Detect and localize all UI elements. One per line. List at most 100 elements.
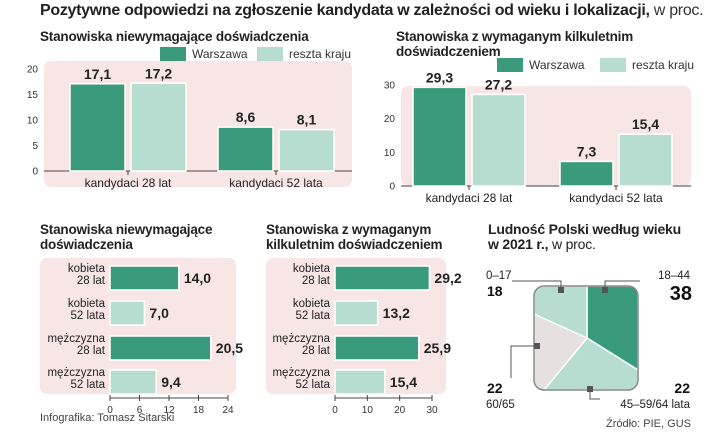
chart4-category-label: 52 lata	[295, 379, 330, 391]
chart2-legend-label: reszta kraju	[632, 58, 694, 72]
chart2-data-label: 27,2	[485, 76, 512, 92]
chart4-category-label: mężczyzna	[272, 367, 330, 379]
chart5-leader	[589, 389, 600, 400]
chart5-slice-value: 22	[487, 380, 503, 396]
chart5-title: Ludność Polski według wieku w 2021 r., w…	[488, 221, 681, 252]
chart3-xtick-label: 24	[222, 405, 234, 416]
chart2-data-label: 29,3	[426, 69, 453, 85]
chart1-data-label: 8,6	[236, 109, 256, 125]
chart3-category-label: 28 lat	[77, 345, 106, 357]
chart2-data-label: 7,3	[577, 143, 597, 159]
chart2-data-label: 15,4	[632, 116, 659, 132]
chart1-ytick-label: 20	[27, 65, 39, 76]
chart1-legend-swatch	[257, 47, 283, 61]
chart3-xtick-label: 6	[137, 405, 143, 416]
chart2-bar	[618, 133, 673, 187]
page-title: Pozytywne odpowiedzi na zgłoszenie kandy…	[40, 2, 704, 19]
chart4-data-label: 29,2	[434, 270, 461, 286]
chart5-slice-label: 18–44	[658, 270, 691, 282]
chart1-data-label: 17,1	[84, 66, 111, 82]
chart4-category-label: mężczyzna	[272, 333, 330, 345]
chart2-ytick-label: 10	[384, 148, 396, 159]
chart3-xtick-label: 0	[107, 405, 113, 416]
chart5-leader	[512, 280, 562, 289]
chart2-category-label: kandydaci 28 lat	[426, 191, 513, 205]
chart3-bar	[109, 300, 146, 326]
chart4-category-label: kobieta	[293, 298, 331, 310]
chart4-bar	[334, 369, 386, 395]
chart5-leader	[510, 345, 537, 378]
chart5-slice-label: 45–59/64 lata	[620, 399, 690, 411]
chart5-slice-value: 22	[674, 380, 690, 396]
chart3-bar	[109, 369, 157, 395]
chart5-leader	[604, 280, 640, 289]
chart4-xtick-label: 20	[394, 405, 406, 416]
chart3-xtick-label: 18	[193, 405, 205, 416]
chart3-data-label: 7,0	[149, 305, 169, 321]
chart3-category-label: 52 lata	[70, 379, 105, 391]
chart4-category-label: kobieta	[293, 263, 331, 275]
chart3-category-label: 28 lat	[77, 275, 106, 287]
chart1-legend-label: Warszawa	[192, 47, 248, 61]
chart2-bar	[471, 93, 526, 187]
chart5-slice-label: 0–17	[486, 270, 512, 282]
chart1-bar	[278, 128, 335, 172]
chart1-bar	[130, 82, 187, 172]
chart3-bar	[109, 335, 212, 361]
source-text: Źródło: PIE, GUS	[606, 418, 691, 430]
chart4-category-label: 28 lat	[302, 345, 331, 357]
chart3-xtick-label: 12	[163, 405, 175, 416]
chart4-data-label: 15,4	[390, 374, 417, 390]
chart4-category-label: 28 lat	[302, 275, 331, 287]
chart3-data-label: 14,0	[184, 270, 211, 286]
chart1-category-label: kandydaci 28 lat	[85, 176, 172, 190]
chart2-bar	[412, 86, 467, 187]
chart3-title: Stanowiska niewymagające doświadczenia	[40, 222, 213, 252]
chart1-data-label: 8,1	[297, 112, 317, 128]
chart2-ytick-label: 30	[384, 81, 396, 92]
chart3-bar	[109, 265, 180, 291]
chart3-category-label: mężczyzna	[47, 367, 105, 379]
chart2-ytick-label: 0	[389, 182, 395, 193]
chart1-legend-swatch	[160, 47, 186, 61]
chart1-legend-label: reszta kraju	[289, 47, 351, 61]
chart2-title: Stanowiska z wymaganym kilkuletnim doświ…	[396, 29, 634, 59]
chart4-data-label: 13,2	[383, 305, 410, 321]
chart4-bar	[334, 265, 431, 291]
chart1-ytick-label: 10	[27, 116, 39, 127]
chart5-marker	[587, 386, 593, 392]
chart2-legend-swatch	[600, 58, 626, 72]
chart3-data-label: 9,4	[161, 374, 181, 390]
chart3-category-label: mężczyzna	[47, 333, 105, 345]
chart2-category-label: kandydaci 52 lata	[569, 191, 663, 205]
chart3-category-label: 52 lata	[70, 310, 105, 322]
chart1-data-label: 17,2	[145, 65, 172, 81]
credit-text: Infografika: Tomasz Sitarski	[40, 412, 175, 424]
chart2-legend-swatch	[497, 58, 523, 72]
chart5-border	[533, 285, 639, 391]
chart1-ytick-label: 5	[32, 141, 38, 152]
chart1-ytick-label: 15	[27, 90, 39, 101]
chart4-bar	[334, 300, 379, 326]
chart5-slice-label: 60/65	[486, 399, 515, 411]
chart1-bar	[69, 83, 126, 172]
chart3-category-label: kobieta	[68, 298, 106, 310]
chart4-data-label: 25,9	[424, 340, 451, 356]
chart4-xtick-label: 10	[362, 405, 374, 416]
chart5-slice-value: 38	[670, 283, 692, 305]
chart5-marker	[558, 287, 564, 293]
chart1-ytick-label: 0	[32, 167, 38, 178]
chart3-category-label: kobieta	[68, 263, 106, 275]
chart1-bar	[217, 126, 274, 172]
chart5-slice-value: 18	[487, 283, 503, 299]
chart2-bar	[559, 160, 614, 187]
chart4-title: Stanowiska z wymaganym kilkuletnim doświ…	[266, 222, 443, 252]
chart4-xtick-label: 30	[426, 405, 438, 416]
chart5-marker	[602, 287, 608, 293]
chart4-bar	[334, 335, 420, 361]
chart1-category-label: kandydaci 52 lata	[229, 176, 323, 190]
chart5-marker	[534, 343, 540, 349]
chart4-category-label: 52 lata	[295, 310, 330, 322]
